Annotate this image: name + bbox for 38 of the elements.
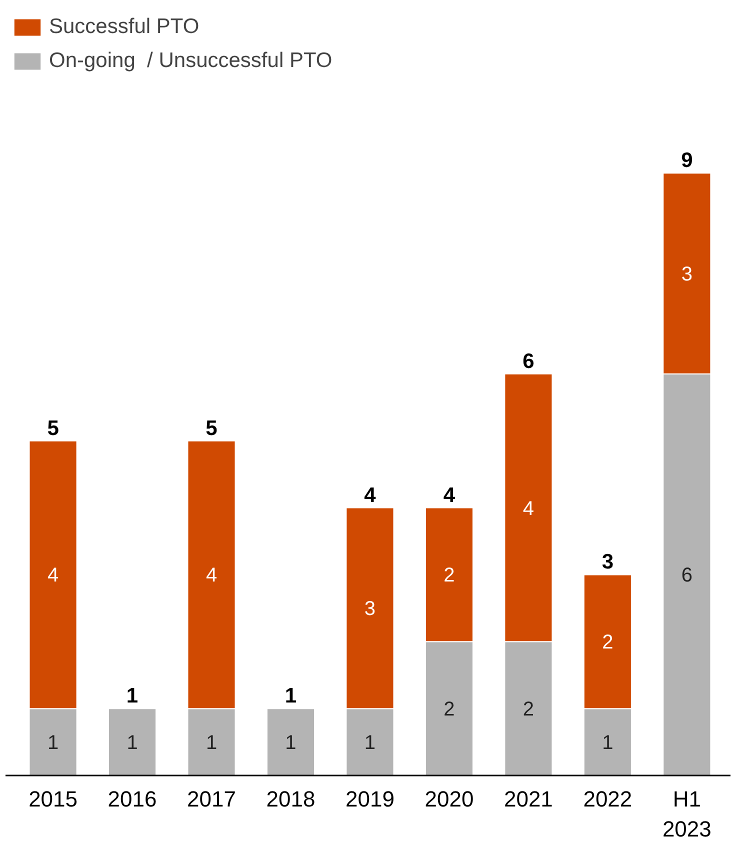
x-tick-label: 2019 bbox=[346, 786, 394, 812]
bar bbox=[108, 708, 157, 776]
legend-label: Successful PTO bbox=[49, 15, 200, 39]
data-label: 4 bbox=[522, 498, 534, 520]
total-label: 9 bbox=[681, 149, 693, 172]
data-label: 6 bbox=[681, 564, 692, 587]
x-tick-label: H1 2023 bbox=[662, 786, 712, 842]
x-tick-label: 2015 bbox=[28, 786, 78, 812]
data-label: 1 bbox=[285, 732, 296, 754]
data-label: 2 bbox=[522, 698, 534, 721]
data-label: 4 bbox=[206, 564, 218, 587]
total-label: 6 bbox=[522, 350, 534, 373]
data-label: 1 bbox=[206, 732, 218, 754]
data-label: 4 bbox=[47, 564, 59, 587]
x-tick-label: 2016 bbox=[108, 786, 157, 812]
data-label: 2 bbox=[602, 632, 614, 654]
total-label: 4 bbox=[443, 484, 456, 507]
total-label: 4 bbox=[364, 484, 376, 507]
x-tick-label: 2021 bbox=[504, 786, 553, 812]
total-label: 1 bbox=[284, 684, 297, 708]
data-label: 3 bbox=[681, 264, 692, 286]
total-label: 3 bbox=[602, 550, 614, 574]
x-tick-label: 2017 bbox=[187, 786, 236, 812]
legend-label: On-going / Unsuccessful PTO bbox=[49, 49, 332, 73]
data-label: 1 bbox=[47, 732, 59, 754]
total-label: 5 bbox=[47, 416, 60, 440]
x-tick-label: 2018 bbox=[266, 786, 316, 812]
data-label: 3 bbox=[364, 598, 376, 620]
data-label: 2 bbox=[444, 564, 455, 587]
x-tick-label: 2020 bbox=[424, 786, 474, 812]
x-tick-label: 2022 bbox=[583, 786, 632, 812]
total-label: 5 bbox=[206, 416, 218, 440]
data-label: 1 bbox=[364, 732, 376, 754]
data-label: 1 bbox=[602, 732, 614, 754]
total-label: 1 bbox=[126, 684, 138, 708]
data-label: 2 bbox=[444, 698, 455, 721]
data-label: 1 bbox=[126, 732, 138, 754]
bar bbox=[266, 708, 316, 776]
